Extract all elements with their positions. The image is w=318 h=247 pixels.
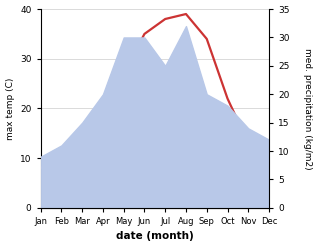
Y-axis label: max temp (C): max temp (C) — [5, 77, 15, 140]
X-axis label: date (month): date (month) — [116, 231, 194, 242]
Y-axis label: med. precipitation (kg/m2): med. precipitation (kg/m2) — [303, 48, 313, 169]
